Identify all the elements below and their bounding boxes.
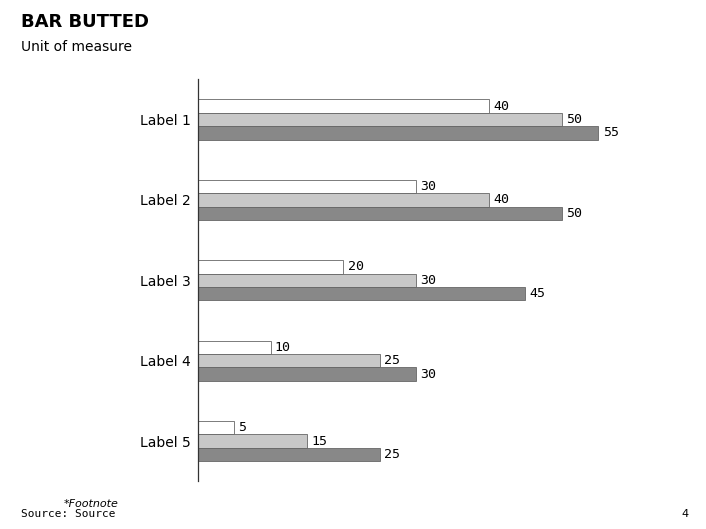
Text: 15: 15 xyxy=(311,435,328,448)
Bar xyxy=(198,99,489,113)
Bar xyxy=(198,368,417,381)
Text: 25: 25 xyxy=(384,448,400,461)
Text: 10: 10 xyxy=(275,341,291,354)
Text: 40: 40 xyxy=(493,99,510,113)
Text: 5: 5 xyxy=(239,421,246,434)
Bar xyxy=(198,421,234,434)
Bar xyxy=(198,180,417,193)
Bar xyxy=(198,287,525,300)
Bar xyxy=(198,113,562,126)
Bar xyxy=(198,448,380,461)
Text: Unit of measure: Unit of measure xyxy=(21,40,132,53)
Text: 55: 55 xyxy=(603,126,618,140)
Bar xyxy=(198,207,562,220)
Text: 4: 4 xyxy=(681,509,688,519)
Text: 50: 50 xyxy=(566,113,582,126)
Bar xyxy=(198,273,417,287)
Bar xyxy=(198,260,343,273)
Text: 30: 30 xyxy=(421,368,436,381)
Bar xyxy=(198,341,270,354)
Bar xyxy=(198,354,380,368)
Text: 25: 25 xyxy=(384,354,400,367)
Text: 40: 40 xyxy=(493,194,510,206)
Text: 45: 45 xyxy=(530,287,546,300)
Bar xyxy=(198,126,598,140)
Bar xyxy=(198,434,307,448)
Bar xyxy=(198,193,489,207)
Text: 20: 20 xyxy=(348,260,364,273)
Text: 50: 50 xyxy=(566,207,582,220)
Text: 30: 30 xyxy=(421,274,436,287)
Text: 30: 30 xyxy=(421,180,436,193)
Text: Source: Source: Source: Source xyxy=(21,509,116,519)
Text: BAR BUTTED: BAR BUTTED xyxy=(21,13,149,31)
Text: *Footnote: *Footnote xyxy=(64,499,119,509)
